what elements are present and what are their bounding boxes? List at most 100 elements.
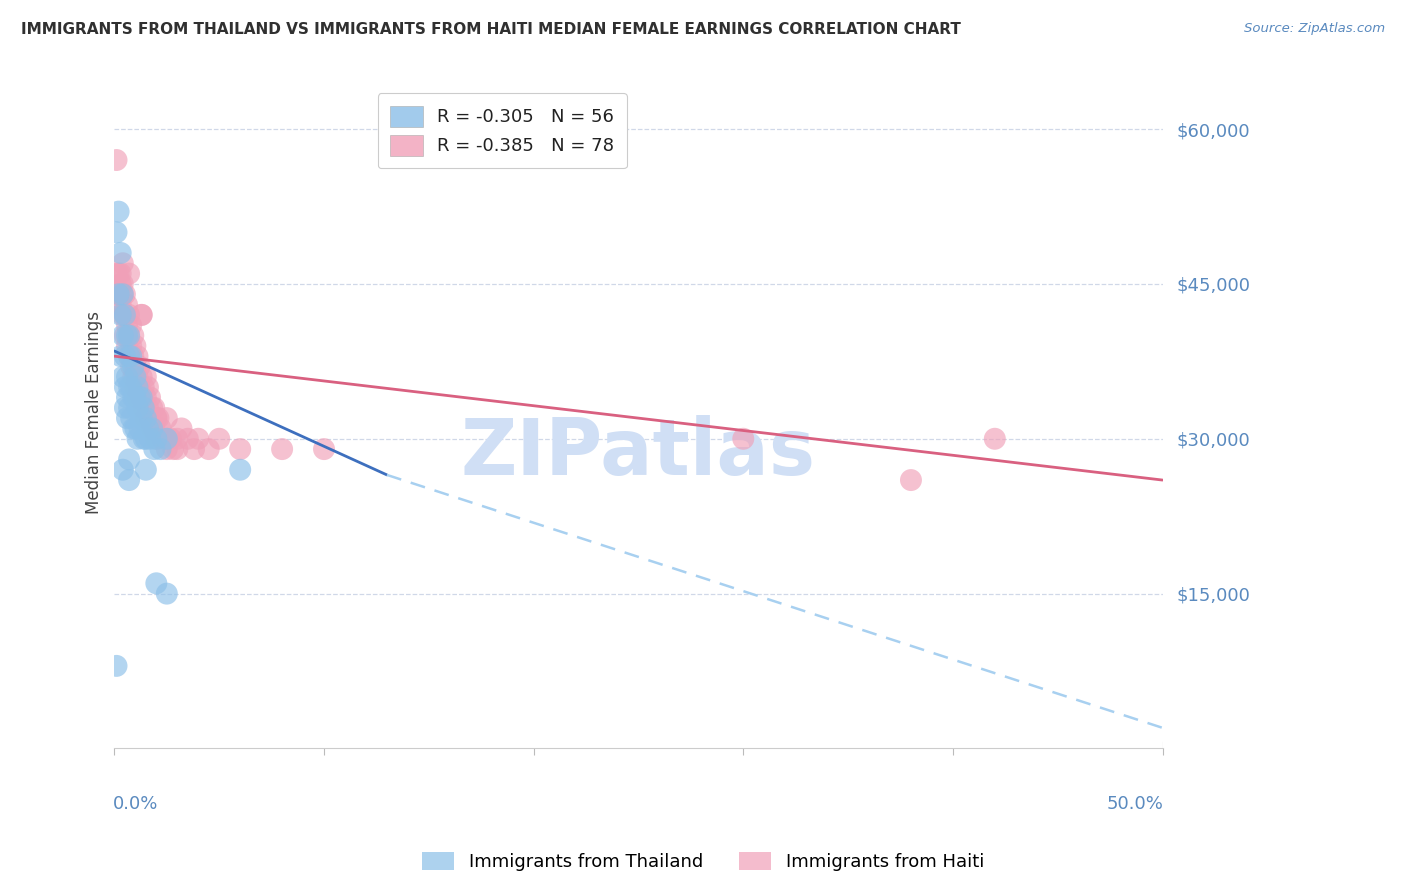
Point [114, 380, 136, 394]
Point [132, 401, 155, 415]
Point [114, 401, 136, 415]
Text: Source: ZipAtlas.com: Source: ZipAtlas.com [1244, 22, 1385, 36]
Point [229, 463, 252, 477]
Point [107, 267, 129, 281]
Point [148, 411, 170, 425]
Point [128, 380, 150, 394]
Point [131, 391, 153, 405]
Point [145, 432, 167, 446]
Point [135, 411, 157, 425]
Point [166, 432, 188, 446]
Point [118, 401, 141, 415]
Point [145, 411, 167, 425]
Point [118, 328, 141, 343]
Point [122, 421, 145, 435]
Point [111, 256, 134, 270]
Point [177, 432, 200, 446]
Point [197, 442, 219, 456]
Point [135, 411, 157, 425]
Point [111, 308, 134, 322]
Point [156, 432, 179, 446]
Point [984, 432, 1007, 446]
Point [122, 359, 145, 374]
Point [131, 308, 153, 322]
Point [143, 401, 166, 415]
Point [131, 411, 153, 425]
Point [115, 391, 138, 405]
Point [143, 442, 166, 456]
Point [143, 421, 166, 435]
Point [120, 318, 142, 333]
Point [114, 349, 136, 363]
Point [149, 442, 172, 456]
Point [131, 369, 153, 384]
Point [131, 308, 153, 322]
Point [208, 432, 231, 446]
Text: 50.0%: 50.0% [1107, 796, 1164, 814]
Point [166, 442, 188, 456]
Point [127, 391, 149, 405]
Point [170, 421, 193, 435]
Point [156, 411, 179, 425]
Point [132, 401, 155, 415]
Point [139, 391, 162, 405]
Point [127, 369, 149, 384]
Point [141, 421, 163, 435]
Point [114, 308, 136, 322]
Point [111, 369, 134, 384]
Point [124, 339, 146, 353]
Point [111, 277, 134, 291]
Point [111, 287, 134, 301]
Point [156, 442, 179, 456]
Point [120, 411, 142, 425]
Point [120, 339, 142, 353]
Point [135, 463, 157, 477]
Point [271, 442, 294, 456]
Point [135, 369, 157, 384]
Point [105, 659, 128, 673]
Point [900, 473, 922, 487]
Point [145, 432, 167, 446]
Point [118, 267, 141, 281]
Text: ZIPatlas: ZIPatlas [461, 415, 815, 491]
Point [114, 308, 136, 322]
Point [118, 349, 141, 363]
Point [128, 359, 150, 374]
Point [115, 369, 138, 384]
Text: 0.0%: 0.0% [114, 796, 159, 814]
Point [105, 153, 128, 167]
Point [127, 380, 149, 394]
Point [160, 432, 183, 446]
Point [115, 411, 138, 425]
Point [115, 339, 138, 353]
Point [136, 421, 159, 435]
Text: IMMIGRANTS FROM THAILAND VS IMMIGRANTS FROM HAITI MEDIAN FEMALE EARNINGS CORRELA: IMMIGRANTS FROM THAILAND VS IMMIGRANTS F… [21, 22, 960, 37]
Point [124, 391, 146, 405]
Point [107, 287, 129, 301]
Point [118, 308, 141, 322]
Point [229, 442, 252, 456]
Point [124, 380, 146, 394]
Point [127, 432, 149, 446]
Point [118, 328, 141, 343]
Point [132, 432, 155, 446]
Point [110, 308, 132, 322]
Y-axis label: Median Female Earnings: Median Female Earnings [86, 311, 103, 515]
Legend: R = -0.305   N = 56, R = -0.385   N = 78: R = -0.305 N = 56, R = -0.385 N = 78 [378, 93, 627, 169]
Point [115, 328, 138, 343]
Point [127, 349, 149, 363]
Point [111, 463, 134, 477]
Point [145, 576, 167, 591]
Point [110, 297, 132, 311]
Point [131, 391, 153, 405]
Point [111, 287, 134, 301]
Point [187, 432, 209, 446]
Point [156, 586, 179, 600]
Point [136, 380, 159, 394]
Point [111, 328, 134, 343]
Point [183, 442, 205, 456]
Point [120, 380, 142, 394]
Point [162, 442, 184, 456]
Point [132, 380, 155, 394]
Point [110, 267, 132, 281]
